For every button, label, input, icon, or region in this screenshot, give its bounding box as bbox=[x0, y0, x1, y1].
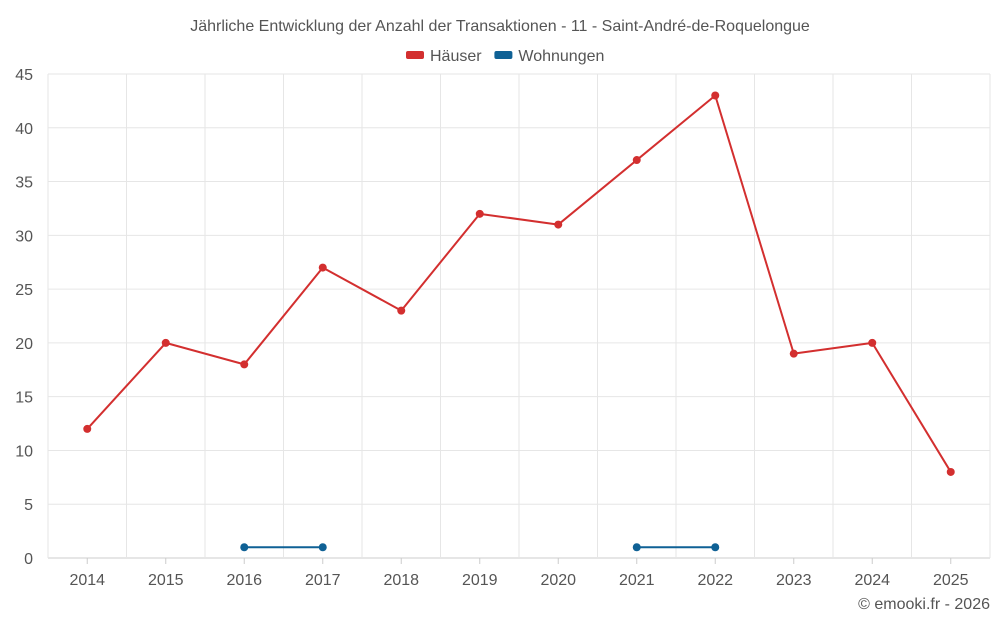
x-tick-label: 2017 bbox=[305, 572, 341, 589]
series-1-point bbox=[240, 543, 249, 552]
series-0-point bbox=[632, 156, 641, 165]
x-tick-label: 2022 bbox=[697, 572, 733, 589]
x-tick-label: 2014 bbox=[69, 572, 105, 589]
x-tick-label: 2025 bbox=[933, 572, 969, 589]
series-1-point bbox=[632, 543, 641, 552]
series-0-point bbox=[161, 338, 170, 347]
legend-label-1: Wohnungen bbox=[518, 48, 604, 65]
legend-swatch-0 bbox=[406, 51, 424, 59]
series-0-point bbox=[318, 263, 327, 272]
x-tick-label: 2023 bbox=[776, 572, 812, 589]
x-tick-label: 2016 bbox=[226, 572, 262, 589]
y-tick-label: 10 bbox=[15, 443, 33, 460]
y-tick-label: 30 bbox=[15, 228, 33, 245]
series-0-point bbox=[868, 338, 877, 347]
y-tick-label: 15 bbox=[15, 390, 33, 407]
footer-credit: © emooki.fr - 2026 bbox=[858, 596, 990, 613]
y-tick-label: 0 bbox=[24, 551, 33, 568]
legend-label-0: Häuser bbox=[430, 48, 482, 65]
series-0-line bbox=[86, 94, 952, 473]
legend-swatch-1 bbox=[494, 51, 513, 59]
x-tick-label: 2019 bbox=[462, 572, 498, 589]
y-axis: 0 5 10 15 20 25 30 35 40 45 bbox=[15, 67, 33, 568]
series-0-point bbox=[83, 424, 92, 433]
grid bbox=[47, 73, 991, 559]
series-0-point bbox=[711, 91, 720, 100]
y-tick-label: 25 bbox=[15, 282, 33, 299]
series-0-point bbox=[397, 306, 406, 315]
x-tick-label: 2024 bbox=[854, 572, 890, 589]
series-0-point bbox=[475, 209, 484, 218]
y-tick-label: 35 bbox=[15, 175, 33, 192]
legend: Häuser Wohnungen bbox=[406, 48, 604, 65]
series-0-point bbox=[240, 360, 249, 369]
x-tick-label: 2015 bbox=[148, 572, 184, 589]
y-tick-label: 20 bbox=[15, 336, 33, 353]
x-tick-label: 2020 bbox=[540, 572, 576, 589]
series-1-point bbox=[711, 543, 720, 552]
y-tick-label: 45 bbox=[15, 67, 33, 84]
series-0-point bbox=[946, 467, 955, 476]
y-tick-label: 40 bbox=[15, 121, 33, 138]
y-tick-label: 5 bbox=[24, 497, 33, 514]
x-axis: 2014 2015 2016 2017 2018 2019 2020 2021 2022 2023… bbox=[69, 558, 969, 589]
x-tick-label: 2018 bbox=[383, 572, 419, 589]
series-layer bbox=[83, 91, 955, 552]
series-0-point bbox=[789, 349, 798, 358]
chart-title: Jährliche Entwicklung der Anzahl der Tra… bbox=[190, 18, 810, 35]
x-tick-label: 2021 bbox=[619, 572, 655, 589]
series-1-point bbox=[318, 543, 327, 552]
series-0-point bbox=[554, 220, 563, 229]
